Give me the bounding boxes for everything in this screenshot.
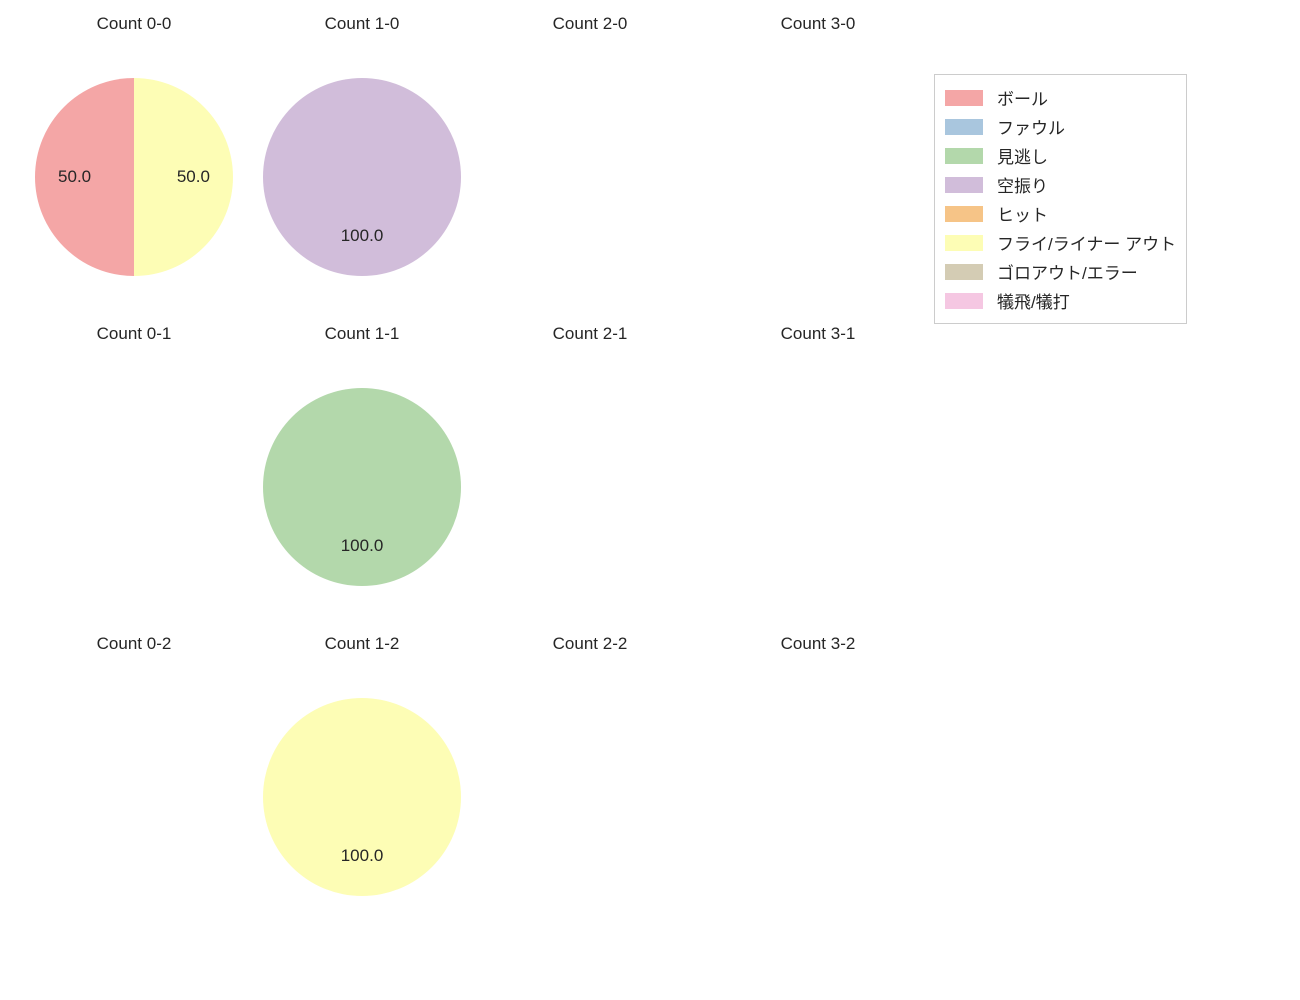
cell-title: Count 2-1 — [476, 324, 704, 344]
pie: 100.0 — [263, 698, 461, 896]
legend-label: ボール — [997, 85, 1048, 110]
legend-item-ground_err: ゴロアウト/エラー — [945, 257, 1176, 286]
legend-swatch — [945, 264, 983, 280]
legend-item-sac: 犠飛/犠打 — [945, 286, 1176, 315]
legend-item-swing: 空振り — [945, 170, 1176, 199]
legend-swatch — [945, 177, 983, 193]
legend-label: 犠飛/犠打 — [997, 288, 1070, 313]
cell-title: Count 0-2 — [20, 634, 248, 654]
legend-item-flyliner_out: フライ/ライナー アウト — [945, 228, 1176, 257]
cell-1-3: Count 3-1 — [704, 320, 932, 630]
legend: ボールファウル見逃し空振りヒットフライ/ライナー アウトゴロアウト/エラー犠飛/… — [934, 74, 1187, 324]
pie-grid: Count 0-0 50.0 50.0 Count 1-0 100.0 Count 2-0… — [20, 10, 932, 940]
legend-label: フライ/ライナー アウト — [997, 230, 1176, 255]
pie-slice-label: 100.0 — [341, 846, 384, 866]
pie: 50.0 50.0 — [35, 78, 233, 276]
cell-title: Count 2-2 — [476, 634, 704, 654]
legend-swatch — [945, 293, 983, 309]
legend-item-ball: ボール — [945, 83, 1176, 112]
legend-label: 見逃し — [997, 143, 1048, 168]
legend-label: ゴロアウト/エラー — [997, 259, 1138, 284]
pie: 100.0 — [263, 388, 461, 586]
cell-0-2: Count 2-0 — [476, 10, 704, 320]
pie-slice-label: 100.0 — [341, 536, 384, 556]
legend-item-look: 見逃し — [945, 141, 1176, 170]
cell-0-3: Count 3-0 — [704, 10, 932, 320]
pie-slice-label: 50.0 — [58, 167, 91, 187]
cell-title: Count 2-0 — [476, 14, 704, 34]
pie: 100.0 — [263, 78, 461, 276]
cell-title: Count 3-2 — [704, 634, 932, 654]
pie-slice-label: 50.0 — [177, 167, 210, 187]
legend-item-foul: ファウル — [945, 112, 1176, 141]
cell-title: Count 1-2 — [248, 634, 476, 654]
cell-2-1: Count 1-2 100.0 — [248, 630, 476, 940]
legend-swatch — [945, 119, 983, 135]
cell-2-0: Count 0-2 — [20, 630, 248, 940]
legend-swatch — [945, 148, 983, 164]
legend-label: 空振り — [997, 172, 1048, 197]
legend-swatch — [945, 90, 983, 106]
legend-label: ファウル — [997, 114, 1065, 139]
cell-title: Count 3-1 — [704, 324, 932, 344]
legend-label: ヒット — [997, 201, 1048, 226]
legend-swatch — [945, 235, 983, 251]
cell-title: Count 1-1 — [248, 324, 476, 344]
legend-item-hit: ヒット — [945, 199, 1176, 228]
cell-title: Count 3-0 — [704, 14, 932, 34]
cell-1-1: Count 1-1 100.0 — [248, 320, 476, 630]
cell-title: Count 0-0 — [20, 14, 248, 34]
cell-title: Count 1-0 — [248, 14, 476, 34]
cell-0-0: Count 0-0 50.0 50.0 — [20, 10, 248, 320]
cell-1-0: Count 0-1 — [20, 320, 248, 630]
cell-2-2: Count 2-2 — [476, 630, 704, 940]
pie-slice-label: 100.0 — [341, 226, 384, 246]
cell-2-3: Count 3-2 — [704, 630, 932, 940]
cell-1-2: Count 2-1 — [476, 320, 704, 630]
cell-0-1: Count 1-0 100.0 — [248, 10, 476, 320]
cell-title: Count 0-1 — [20, 324, 248, 344]
legend-swatch — [945, 206, 983, 222]
